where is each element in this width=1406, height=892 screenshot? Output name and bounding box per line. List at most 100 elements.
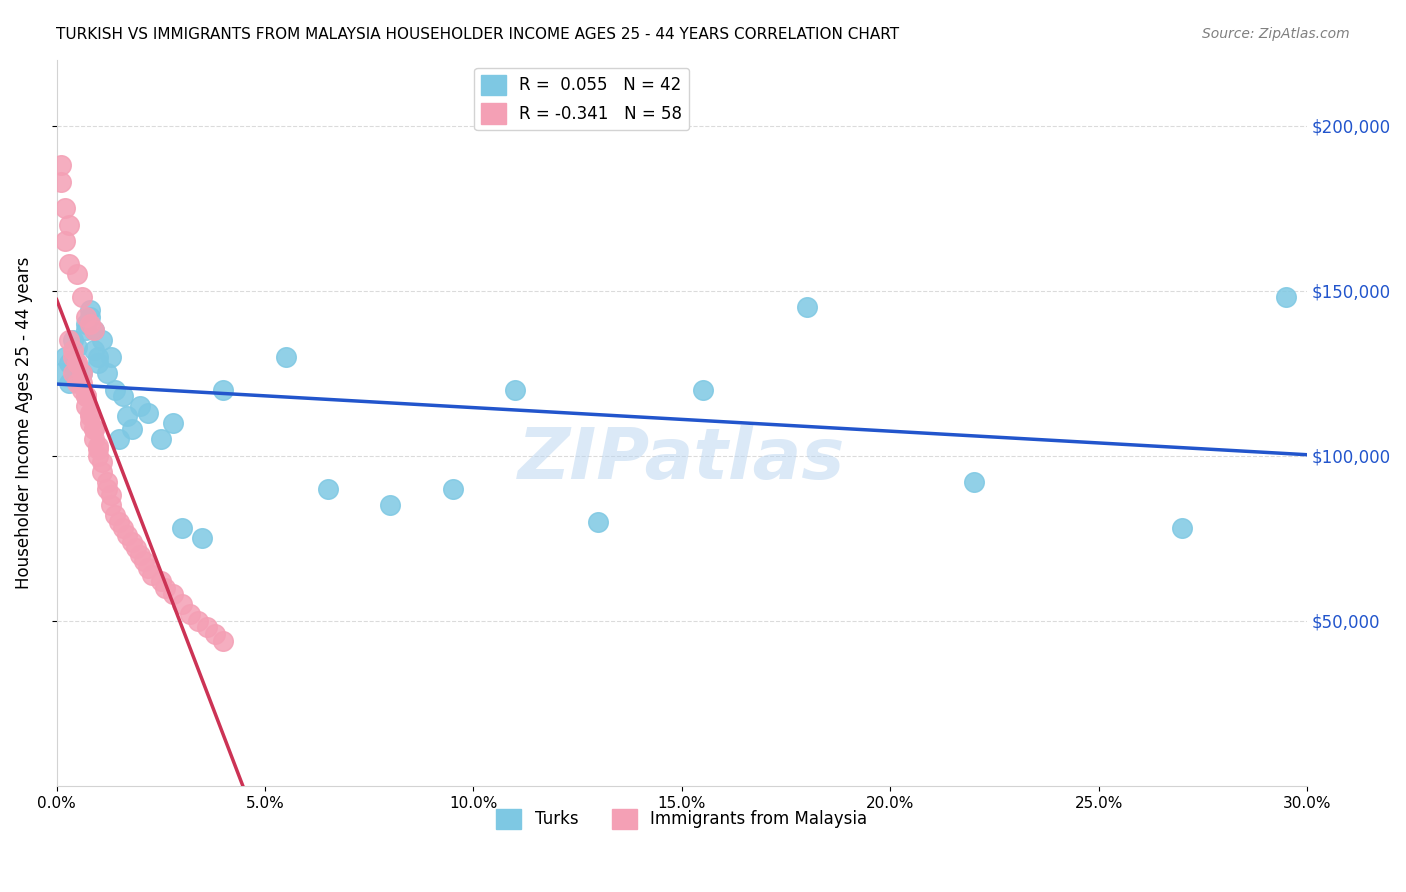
Point bbox=[962, 475, 984, 489]
Point bbox=[100, 488, 122, 502]
Point bbox=[149, 574, 172, 588]
Point bbox=[70, 383, 93, 397]
Point bbox=[503, 383, 526, 397]
Point bbox=[104, 508, 127, 522]
Legend: Turks, Immigrants from Malaysia: Turks, Immigrants from Malaysia bbox=[489, 802, 875, 836]
Point bbox=[83, 422, 105, 436]
Point bbox=[179, 607, 201, 622]
Text: TURKISH VS IMMIGRANTS FROM MALAYSIA HOUSEHOLDER INCOME AGES 25 - 44 YEARS CORREL: TURKISH VS IMMIGRANTS FROM MALAYSIA HOUS… bbox=[56, 27, 900, 42]
Y-axis label: Householder Income Ages 25 - 44 years: Householder Income Ages 25 - 44 years bbox=[15, 257, 32, 589]
Point bbox=[66, 376, 89, 390]
Point bbox=[58, 356, 80, 370]
Point bbox=[70, 366, 93, 380]
Point bbox=[212, 383, 235, 397]
Point bbox=[170, 521, 193, 535]
Text: ZIPatlas: ZIPatlas bbox=[519, 425, 845, 493]
Point bbox=[378, 498, 401, 512]
Point bbox=[274, 350, 297, 364]
Point bbox=[70, 366, 93, 380]
Point bbox=[96, 366, 118, 380]
Point bbox=[66, 340, 89, 354]
Point bbox=[117, 528, 139, 542]
Point bbox=[112, 389, 135, 403]
Point bbox=[588, 515, 610, 529]
Point bbox=[66, 356, 89, 370]
Point bbox=[58, 257, 80, 271]
Point bbox=[149, 432, 172, 446]
Point bbox=[70, 290, 93, 304]
Point bbox=[136, 406, 159, 420]
Point bbox=[91, 455, 114, 469]
Point bbox=[70, 376, 93, 390]
Point bbox=[96, 482, 118, 496]
Point bbox=[83, 422, 105, 436]
Point bbox=[136, 561, 159, 575]
Point bbox=[75, 317, 97, 331]
Point bbox=[112, 521, 135, 535]
Point bbox=[75, 310, 97, 324]
Point bbox=[62, 333, 84, 347]
Point bbox=[204, 627, 226, 641]
Point bbox=[170, 597, 193, 611]
Point bbox=[87, 356, 110, 370]
Point bbox=[108, 515, 131, 529]
Point bbox=[62, 366, 84, 380]
Point bbox=[316, 482, 339, 496]
Point bbox=[796, 300, 818, 314]
Point bbox=[91, 465, 114, 479]
Point bbox=[87, 449, 110, 463]
Point bbox=[79, 409, 101, 423]
Point bbox=[75, 389, 97, 403]
Point bbox=[117, 409, 139, 423]
Point bbox=[129, 399, 152, 413]
Point bbox=[121, 534, 143, 549]
Point bbox=[79, 310, 101, 324]
Point bbox=[66, 359, 89, 374]
Point bbox=[125, 541, 148, 555]
Point bbox=[58, 376, 80, 390]
Point bbox=[58, 333, 80, 347]
Point bbox=[79, 317, 101, 331]
Point bbox=[187, 614, 209, 628]
Point bbox=[108, 432, 131, 446]
Point bbox=[441, 482, 464, 496]
Point bbox=[62, 350, 84, 364]
Point bbox=[83, 343, 105, 357]
Point bbox=[66, 356, 89, 370]
Point bbox=[75, 323, 97, 337]
Point bbox=[87, 439, 110, 453]
Point bbox=[87, 442, 110, 456]
Point bbox=[100, 498, 122, 512]
Point bbox=[75, 399, 97, 413]
Point bbox=[83, 432, 105, 446]
Point bbox=[134, 554, 156, 568]
Point bbox=[75, 389, 97, 403]
Point bbox=[87, 350, 110, 364]
Point bbox=[58, 218, 80, 232]
Point bbox=[53, 350, 76, 364]
Point bbox=[83, 323, 105, 337]
Point bbox=[162, 416, 184, 430]
Point bbox=[1171, 521, 1194, 535]
Point bbox=[49, 158, 72, 172]
Point bbox=[162, 587, 184, 601]
Point bbox=[79, 303, 101, 318]
Point bbox=[212, 633, 235, 648]
Point bbox=[96, 475, 118, 489]
Point bbox=[66, 267, 89, 281]
Point bbox=[91, 333, 114, 347]
Point bbox=[121, 422, 143, 436]
Point bbox=[79, 406, 101, 420]
Point bbox=[195, 620, 218, 634]
Point bbox=[53, 234, 76, 248]
Point bbox=[79, 416, 101, 430]
Point bbox=[49, 175, 72, 189]
Point bbox=[83, 323, 105, 337]
Point bbox=[692, 383, 714, 397]
Point bbox=[141, 567, 163, 582]
Point bbox=[129, 548, 152, 562]
Point bbox=[100, 350, 122, 364]
Point bbox=[1275, 290, 1298, 304]
Point bbox=[153, 581, 176, 595]
Point bbox=[53, 201, 76, 215]
